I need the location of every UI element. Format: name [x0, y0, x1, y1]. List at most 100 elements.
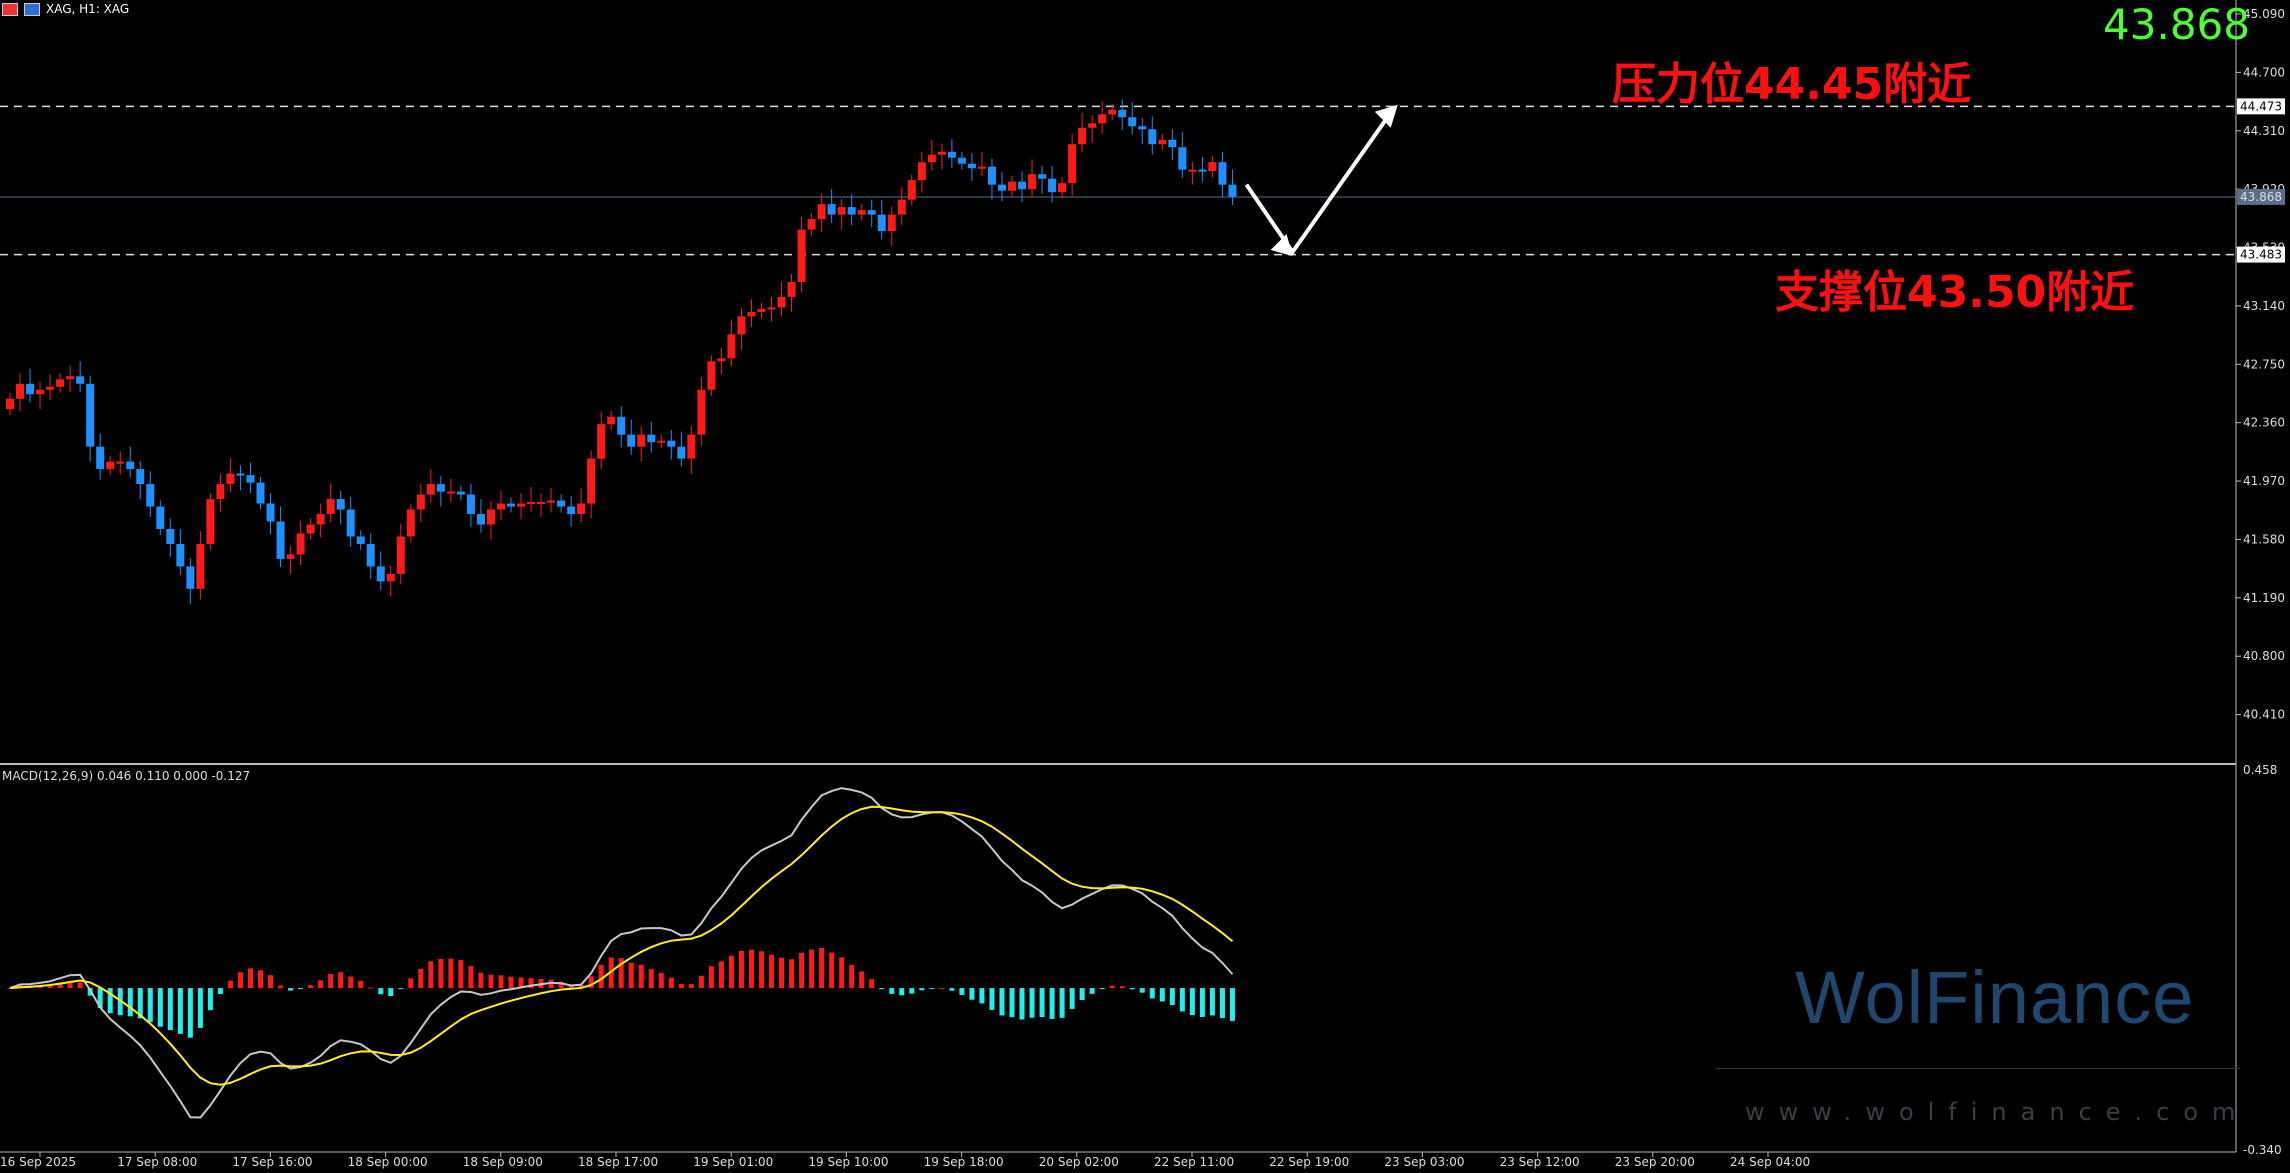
y-tick-label: 42.750	[2243, 357, 2285, 371]
candle-body	[937, 151, 946, 155]
price-level-label: 44.473	[2240, 99, 2282, 113]
candle-body	[827, 204, 836, 215]
candle-body	[316, 514, 325, 525]
macd-histogram-bar	[528, 978, 534, 989]
macd-histogram-bar	[789, 959, 795, 989]
candle-body	[1138, 126, 1147, 130]
candle-body	[607, 416, 616, 425]
candle-body	[1038, 174, 1047, 179]
candle-body	[156, 506, 165, 529]
candle-body	[196, 543, 205, 589]
macd-histogram-bar	[378, 988, 384, 995]
macd-histogram-bar	[1209, 988, 1215, 1016]
forecast-arrow-down	[1270, 234, 1293, 257]
support-annotation: 支撑位43.50附近	[1775, 256, 2134, 320]
macd-histogram-bar	[288, 988, 294, 991]
candle-body	[496, 503, 505, 510]
macd-histogram-bar	[558, 981, 564, 989]
candle-body	[887, 214, 896, 232]
candle-body	[426, 484, 435, 495]
macd-histogram-bar	[779, 957, 785, 989]
macd-histogram-bar	[708, 966, 714, 989]
chart-header: XAG, H1: XAG	[2, 2, 129, 16]
candle-body	[917, 162, 926, 181]
candle-body	[997, 184, 1006, 191]
candle-body	[466, 494, 475, 515]
candle-body	[817, 204, 826, 220]
macd-histogram-bar	[508, 976, 514, 989]
macd-histogram-bar	[1059, 988, 1065, 1018]
candle-body	[667, 440, 676, 447]
candle-body	[226, 473, 235, 485]
y-tick-label: 44.310	[2243, 124, 2285, 138]
macd-histogram-bar	[1169, 988, 1175, 1005]
candle-body	[957, 157, 966, 164]
candle-body	[867, 210, 876, 215]
candle-body	[837, 207, 846, 215]
candle-body	[486, 509, 495, 525]
candle-body	[166, 528, 175, 544]
x-tick-label: 16 Sep 2025	[0, 1155, 76, 1169]
macd-histogram-bar	[658, 972, 664, 989]
candle-body	[1228, 184, 1237, 197]
macd-histogram-bar	[167, 988, 173, 1031]
candle-body	[877, 214, 886, 232]
macd-histogram-bar	[1109, 985, 1115, 989]
candle-body	[1128, 117, 1137, 127]
candle-body	[727, 334, 736, 359]
chart-menu-icon[interactable]	[2, 2, 18, 16]
candle-body	[136, 469, 145, 485]
candle-body	[637, 434, 646, 447]
candle-body	[1058, 183, 1067, 193]
macd-histogram-bar	[278, 985, 284, 989]
macd-histogram-bar	[448, 958, 454, 989]
candle-body	[1158, 139, 1167, 145]
candle-body	[557, 500, 566, 507]
macd-histogram-bar	[989, 988, 995, 1010]
candle-body	[1068, 144, 1077, 184]
candle-body	[897, 199, 906, 215]
symbol-icon[interactable]	[24, 2, 40, 16]
resistance-value: 44.45	[1744, 59, 1884, 110]
candle-body	[46, 386, 55, 390]
candle-body	[176, 543, 185, 567]
x-tick-label: 24 Sep 04:00	[1730, 1155, 1810, 1169]
candle-body	[707, 361, 716, 390]
price-level-tag	[2237, 246, 2285, 263]
candle-body	[757, 308, 766, 312]
candle-body	[807, 219, 816, 230]
macd-scale-label: -0.340	[2243, 1143, 2282, 1157]
macd-histogram-bar	[1219, 988, 1225, 1019]
price-level-tag	[2237, 98, 2285, 115]
macd-histogram-bar	[197, 988, 203, 1028]
candle-body	[256, 482, 265, 504]
y-tick-label: 41.580	[2243, 532, 2285, 546]
macd-histogram-bar	[959, 988, 965, 995]
x-tick-label: 17 Sep 16:00	[232, 1155, 312, 1169]
macd-histogram-bar	[107, 988, 113, 1014]
candle-body	[517, 503, 526, 507]
support-value: 43.50	[1907, 267, 2047, 318]
candle-body	[76, 376, 85, 384]
candle-body	[597, 424, 606, 459]
candle-body	[6, 398, 14, 410]
candle-body	[86, 383, 95, 447]
macd-histogram-bar	[57, 982, 63, 989]
x-tick-label: 23 Sep 20:00	[1615, 1155, 1695, 1169]
price-level-tag	[2237, 188, 2285, 205]
macd-histogram-bar	[1179, 988, 1185, 1012]
macd-histogram-bar	[458, 960, 464, 989]
macd-histogram-bar	[298, 988, 304, 990]
macd-histogram-bar	[588, 976, 594, 989]
macd-histogram-bar	[909, 988, 915, 994]
x-tick-label: 19 Sep 10:00	[808, 1155, 888, 1169]
candle-body	[567, 506, 576, 515]
macd-histogram-bar	[1159, 988, 1165, 1002]
candle-body	[16, 383, 25, 399]
macd-histogram-bar	[1229, 988, 1235, 1021]
candle-body	[406, 509, 415, 537]
candle-body	[1148, 129, 1157, 145]
candle-body	[126, 461, 135, 470]
macd-histogram-bar	[769, 954, 775, 989]
